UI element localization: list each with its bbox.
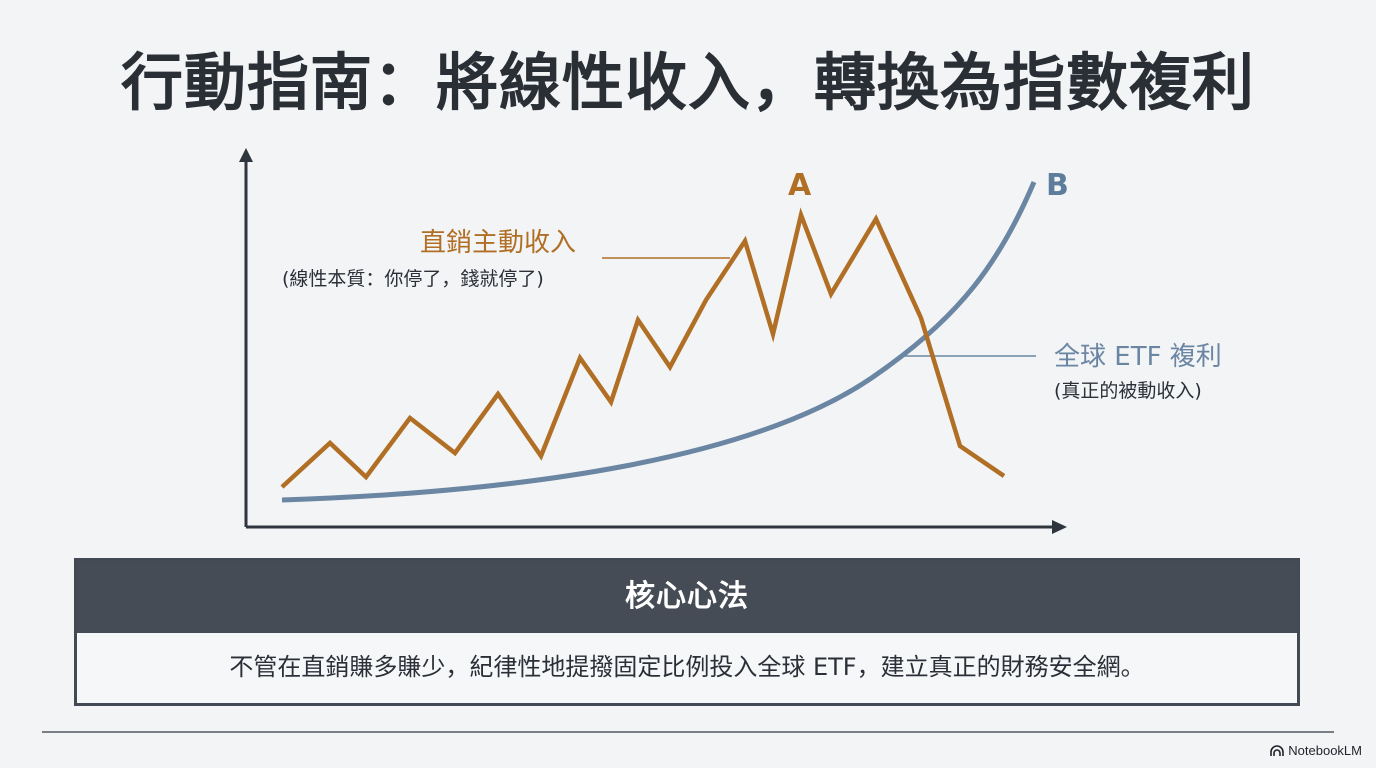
series-a-marker: A [788,168,812,203]
series-b-line [281,181,1037,503]
core-principle-box: 核心心法 不管在直銷賺多賺少，紀律性地提撥固定比例投入全球 ETF，建立真正的財… [74,558,1300,706]
chart-axes [239,148,1067,534]
x-axis-arrow-icon [1052,520,1067,534]
page-title: 行動指南：將線性收入，轉換為指數複利 [120,46,1255,119]
income-comparison-chart [239,148,1067,534]
brand-name: NotebookLM [1288,743,1362,758]
core-principle-header: 核心心法 [77,561,1297,633]
brand-watermark: NotebookLM [1270,743,1362,758]
y-axis-arrow-icon [239,148,253,162]
core-principle-body: 不管在直銷賺多賺少，紀律性地提撥固定比例投入全球 ETF，建立真正的財務安全網。 [229,653,1145,681]
notebooklm-logo-icon [1270,744,1285,756]
footer-divider [42,731,1334,733]
series-b-sublabel: (真正的被動收入) [1054,380,1202,402]
series-a-label: 直銷主動收入 [420,228,577,258]
series-a-sublabel: (線性本質：你停了，錢就停了) [282,268,544,290]
series-b-label: 全球 ETF 複利 [1054,342,1222,372]
series-b-marker: B [1046,168,1069,203]
series-a-line [280,207,1006,489]
